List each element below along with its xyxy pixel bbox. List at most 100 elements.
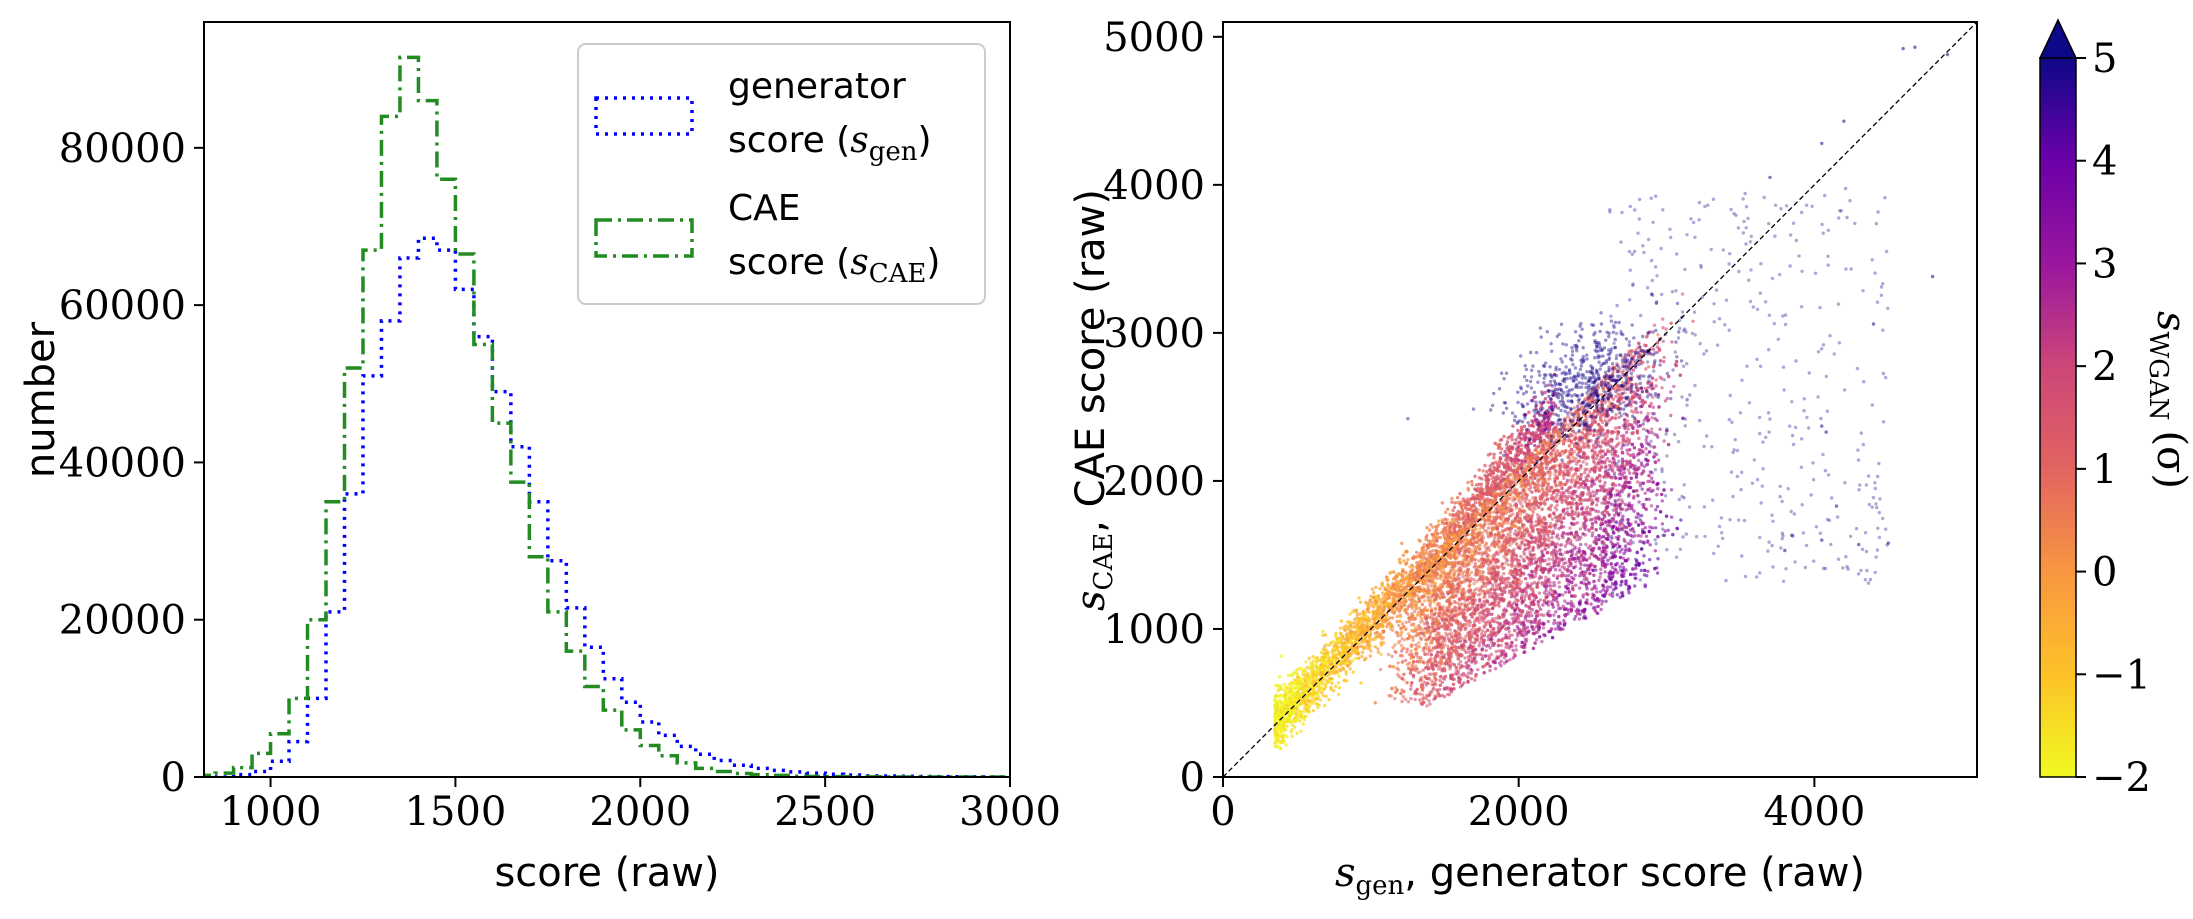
scatter-point (1285, 719, 1289, 723)
scatter-point (1413, 697, 1417, 702)
scatter-point (1530, 614, 1534, 618)
scatter-point (1278, 741, 1282, 745)
scatter-point (1403, 578, 1407, 582)
scatter-point (1535, 585, 1539, 589)
scatter-point (1655, 504, 1660, 509)
scatter-point (1279, 654, 1284, 658)
scatter-point (1461, 497, 1466, 501)
scatter-point (1342, 641, 1346, 646)
scatter-point (1342, 649, 1346, 654)
scatter-point (1442, 535, 1447, 539)
scatter-point (1332, 657, 1336, 661)
scatter-point (1300, 698, 1305, 702)
scatter-point (1441, 520, 1445, 524)
scatter-point (1516, 458, 1521, 462)
scatter-point (1495, 468, 1499, 472)
scatter-point (1373, 645, 1377, 649)
scatter-point (1435, 525, 1439, 529)
scatter-point (1442, 529, 1446, 533)
scatter-point (1339, 619, 1344, 623)
scatter-point (1487, 488, 1492, 493)
scatter-point (1286, 673, 1291, 677)
scatter-point (1499, 457, 1503, 461)
scatter-point (1458, 511, 1462, 515)
scatter-point (1524, 412, 1528, 417)
scatter-point (1460, 503, 1465, 507)
scatter-point (1444, 526, 1448, 530)
scatter-point (1642, 427, 1646, 431)
scatter-point (1304, 707, 1308, 711)
scatter-point (1309, 661, 1313, 665)
scatter-point (1319, 662, 1324, 666)
scatter-point (1488, 464, 1493, 468)
scatter-point (1427, 699, 1431, 703)
histogram-x-tick-label: 2000 (589, 789, 691, 835)
scatter-point (1282, 682, 1287, 686)
scatter-point (1350, 658, 1355, 663)
scatter-point (1504, 470, 1509, 474)
scatter-point (1354, 648, 1358, 652)
scatter-point (1364, 600, 1368, 605)
scatter-point (1362, 612, 1366, 616)
scatter-point (1567, 573, 1571, 578)
scatter-point (1506, 462, 1510, 467)
scatter-point (1540, 390, 1544, 394)
scatter-point (1452, 505, 1457, 510)
scatter-point (1276, 744, 1280, 748)
scatter-point (1314, 656, 1318, 660)
scatter-point (1357, 656, 1361, 660)
scatter-point (1396, 572, 1400, 577)
scatter-point (1379, 641, 1383, 645)
scatter-point (1364, 615, 1369, 619)
scatter-point (1388, 602, 1392, 606)
scatter-point (1285, 692, 1290, 696)
scatter-point (1375, 613, 1379, 617)
scatter-point (1299, 666, 1303, 671)
scatter-point (1405, 575, 1409, 579)
scatter-point (1301, 722, 1306, 726)
scatter-point (1479, 495, 1483, 499)
scatter-point (1352, 621, 1356, 625)
scatter-point (1422, 543, 1426, 547)
scatter-point (1354, 630, 1358, 634)
scatter-point (1501, 461, 1505, 465)
scatter-point (1274, 699, 1278, 704)
scatter-point (1640, 487, 1644, 491)
scatter-point (1327, 697, 1331, 702)
scatter-point (1644, 367, 1648, 371)
scatter-point (1282, 739, 1286, 743)
scatter-point (1618, 565, 1622, 569)
scatter-point (1276, 727, 1280, 731)
scatter-point (1401, 553, 1406, 557)
scatter-point (1474, 483, 1479, 487)
scatter-point (1543, 390, 1547, 395)
scatter-point (1368, 637, 1372, 642)
scatter-point (1473, 500, 1478, 505)
scatter-point (1338, 631, 1343, 635)
scatter-point (1283, 689, 1287, 693)
scatter-point (1473, 495, 1478, 499)
scatter-point (1399, 583, 1403, 587)
scatter-point (1485, 481, 1489, 485)
scatter-point (1448, 512, 1452, 517)
scatter-point (1471, 493, 1475, 497)
scatter-point (1325, 651, 1329, 655)
histogram-legend: generator score (sgen) CAE score (sCAE) (577, 43, 986, 305)
scatter-point (1280, 687, 1284, 691)
scatter-point (1544, 424, 1549, 428)
scatter-point (1506, 436, 1510, 440)
scatter-point (1433, 530, 1438, 534)
scatter-point (1279, 729, 1284, 733)
scatter-point (1299, 729, 1303, 734)
scatter-point (1449, 520, 1453, 525)
scatter-point (1365, 620, 1369, 624)
scatter-point (1274, 693, 1278, 697)
scatter-point (1540, 401, 1544, 406)
scatter-point (1311, 654, 1315, 659)
scatter-point (1308, 666, 1312, 671)
scatter-point (1643, 491, 1647, 495)
scatter-point (1311, 709, 1316, 713)
scatter-point (1349, 652, 1353, 656)
scatter-point (1279, 704, 1283, 708)
